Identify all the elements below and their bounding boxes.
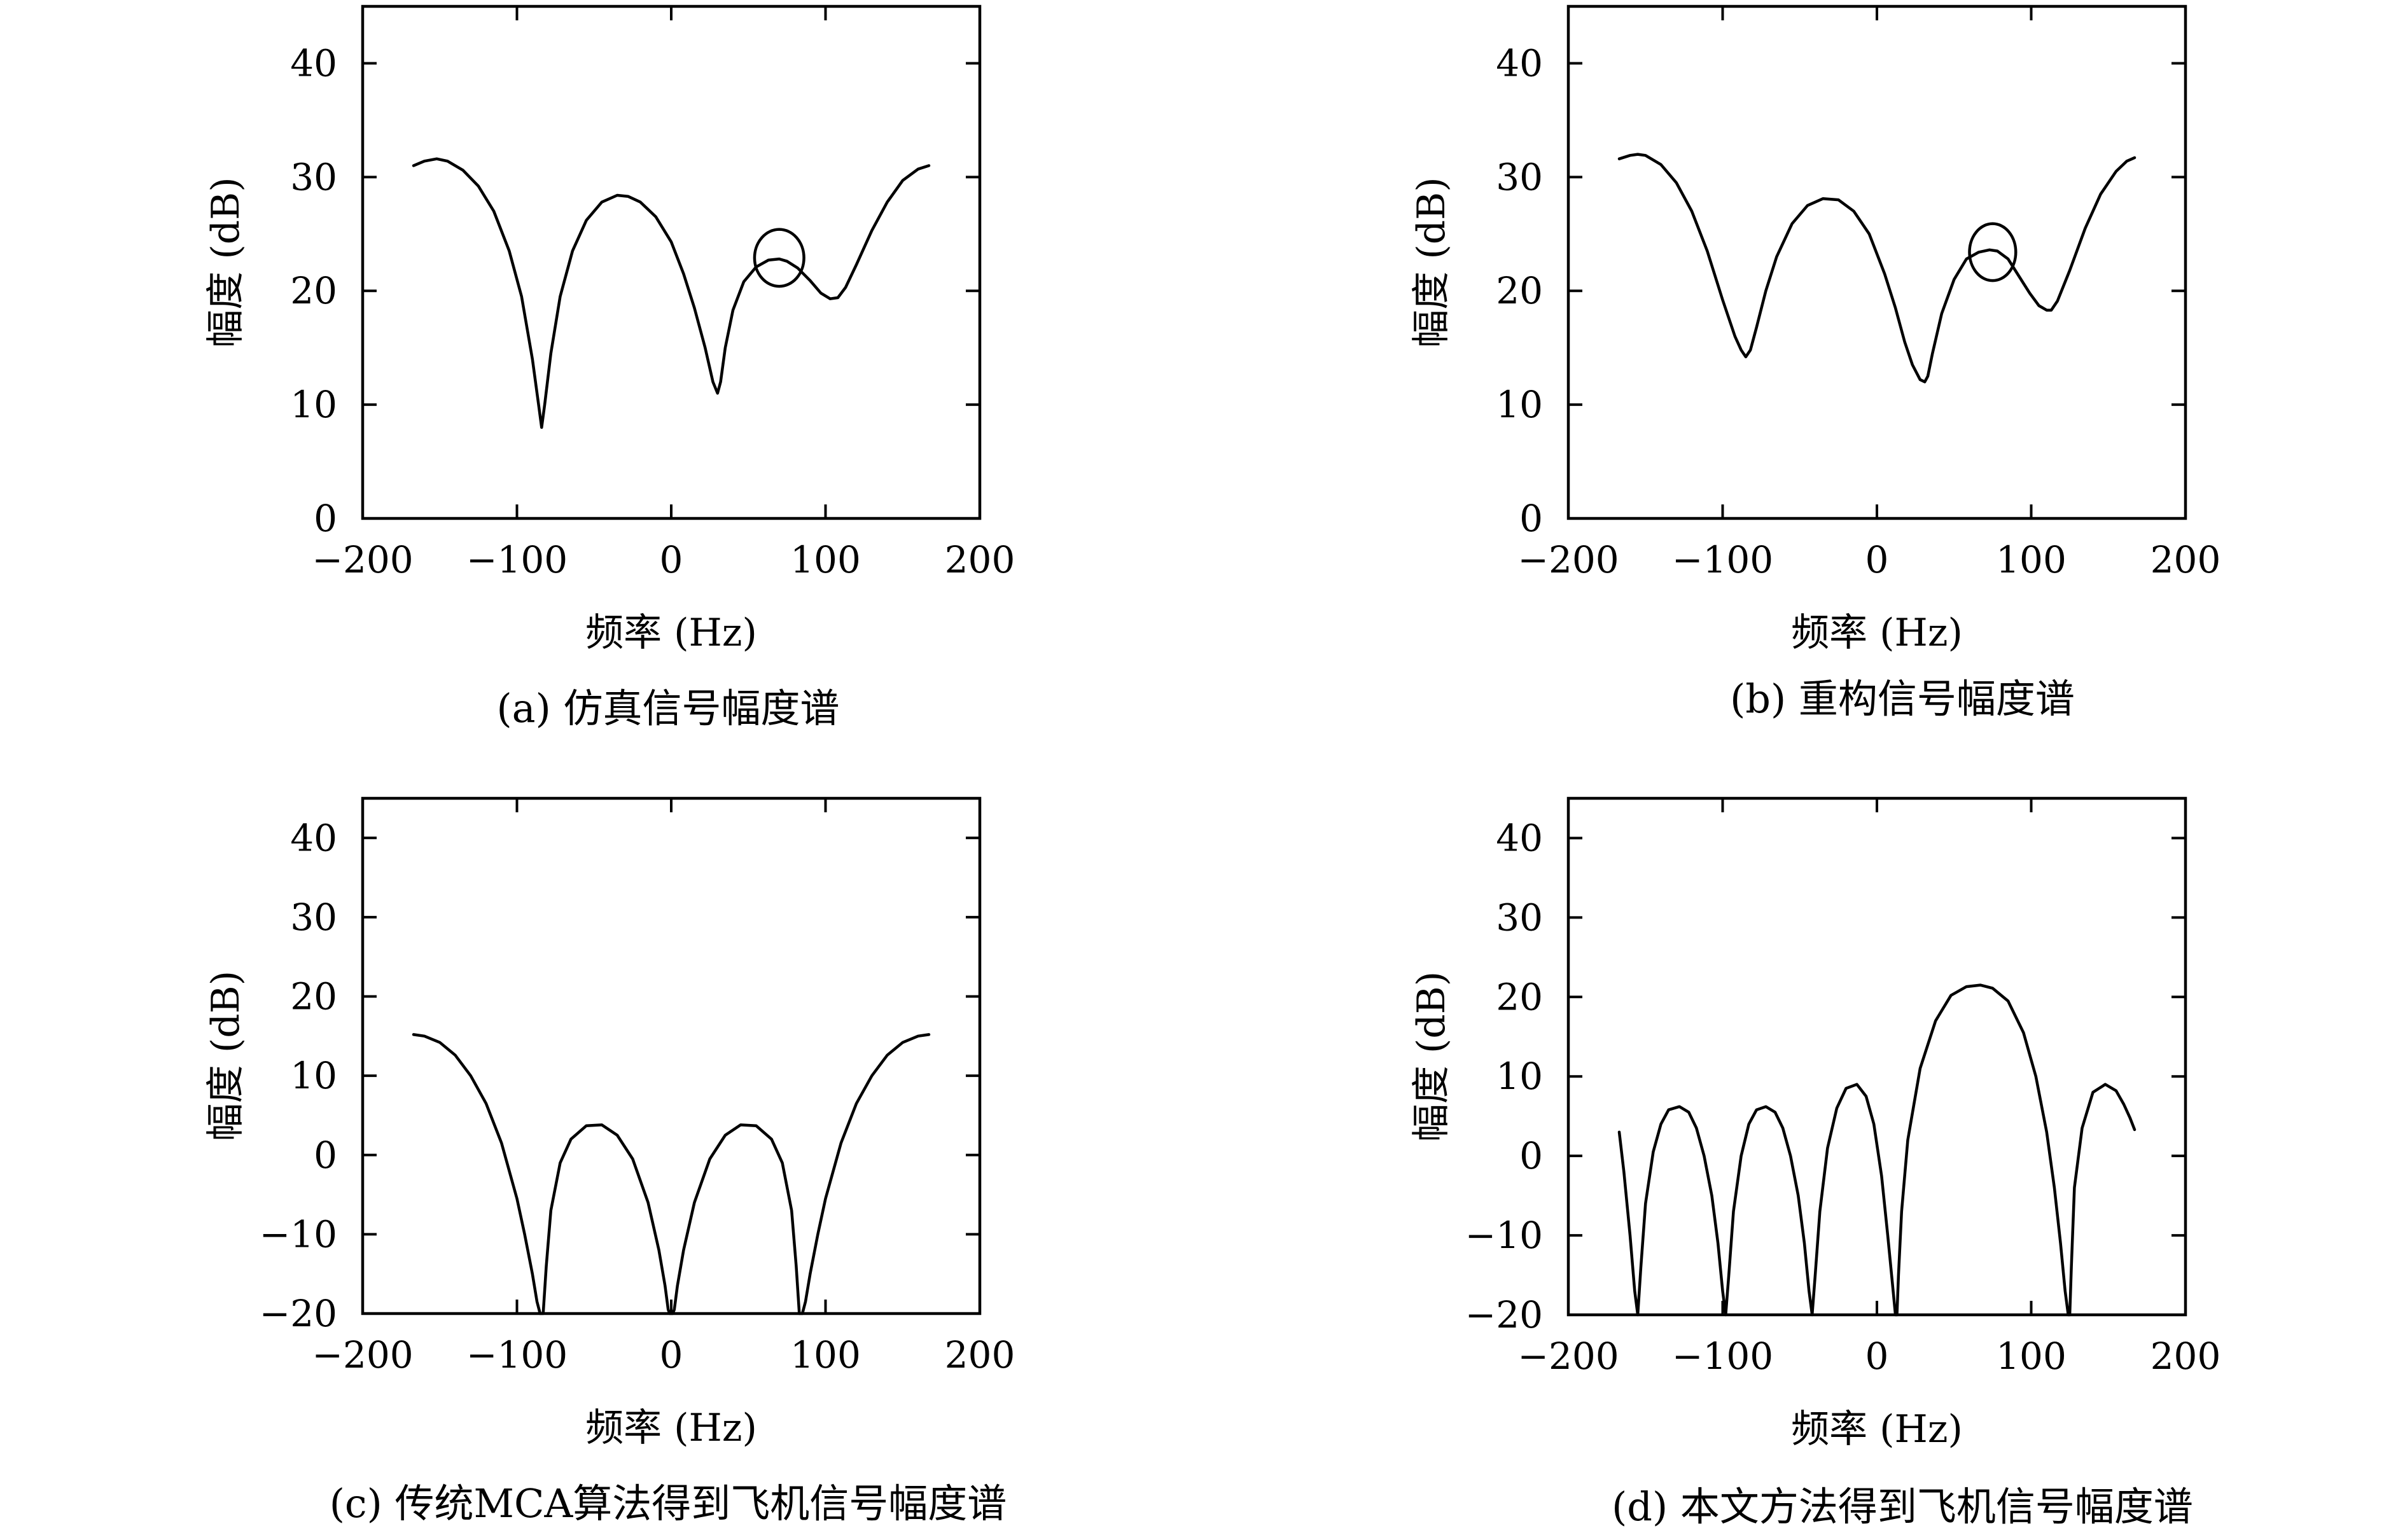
highlight-circle	[753, 228, 805, 288]
y-tick-label: 20	[1496, 269, 1543, 312]
y-tick-label: 20	[290, 269, 337, 312]
panel-caption: (b) 重构信号幅度谱	[1730, 676, 2075, 722]
y-tick-label: 10	[290, 383, 337, 426]
x-tick-label: −200	[312, 538, 413, 581]
x-tick-label: 200	[2151, 538, 2221, 581]
x-tick-label: 100	[790, 538, 861, 581]
panel-a: −200 −100 0 100 200 0 10 20 30 40 频率 (Hz) 幅度 (dB) (a…	[204, 4, 1015, 732]
y-tick-label: −10	[260, 1212, 337, 1256]
panel-caption: (a) 仿真信号幅度谱	[496, 685, 839, 732]
x-tick-label: −200	[1517, 1335, 1619, 1378]
y-tick-label: 40	[1496, 816, 1543, 859]
y-tick-label: 10	[1496, 1055, 1543, 1098]
x-tick-label: 100	[1996, 538, 2067, 581]
x-axis-label: 频率 (Hz)	[1791, 611, 1963, 655]
x-axis-label: 频率 (Hz)	[585, 611, 757, 655]
panel-b: −200 −100 0 100 200 0 10 20 30 40 频率 (Hz) 幅度 (dB) (b…	[1409, 4, 2221, 722]
series-line	[412, 157, 931, 429]
y-tick-label: 40	[290, 41, 337, 85]
y-tick-label: 30	[1496, 896, 1543, 939]
y-tick-label: 20	[1496, 975, 1543, 1018]
x-tick-label: 200	[2151, 1335, 2221, 1378]
y-axis-label: 幅度 (dB)	[1409, 177, 1454, 347]
series-line	[1617, 153, 2137, 384]
series-line	[412, 1033, 931, 1315]
y-tick-label: −20	[260, 1292, 337, 1335]
y-tick-label: −10	[1465, 1214, 1543, 1257]
x-tick-label: 0	[1865, 1335, 1889, 1378]
y-tick-label: 40	[290, 816, 337, 859]
x-tick-label: 100	[1996, 1335, 2067, 1378]
y-tick-label: 30	[290, 155, 337, 198]
y-tick-label: 20	[290, 975, 337, 1018]
y-tick-label: 0	[314, 497, 337, 540]
panel-caption: (d) 本文方法得到飞机信号幅度谱	[1612, 1483, 2193, 1530]
y-tick-label: 10	[290, 1054, 337, 1097]
y-tick-label: 10	[1496, 383, 1543, 426]
x-tick-label: 0	[660, 1333, 683, 1377]
x-tick-label: 0	[660, 538, 683, 581]
y-tick-label: 0	[1519, 1134, 1543, 1177]
x-tick-label: 100	[790, 1333, 861, 1377]
x-tick-label: 200	[945, 538, 1015, 581]
plot-frame	[1566, 796, 2187, 1317]
plot-frame	[1566, 4, 2187, 520]
highlight-circle	[1968, 222, 2018, 282]
x-tick-label: −100	[466, 1333, 568, 1377]
y-tick-label: 0	[1519, 497, 1543, 540]
y-tick-label: 40	[1496, 41, 1543, 85]
plot-frame	[361, 4, 982, 520]
x-tick-label: 0	[1865, 538, 1889, 581]
x-axis-label: 频率 (Hz)	[1791, 1407, 1963, 1452]
y-tick-label: 0	[314, 1134, 337, 1177]
series-line	[1617, 983, 2137, 1317]
panel-caption: (c) 传统MCA算法得到飞机信号幅度谱	[330, 1480, 1007, 1527]
x-tick-label: −100	[466, 538, 568, 581]
x-tick-label: −100	[1672, 1335, 1773, 1378]
y-tick-label: 30	[290, 896, 337, 939]
x-tick-label: −200	[1517, 538, 1619, 581]
y-tick-label: −20	[1465, 1293, 1543, 1336]
x-tick-label: −200	[312, 1333, 413, 1377]
y-axis-label: 幅度 (dB)	[204, 971, 248, 1141]
x-tick-label: −100	[1672, 538, 1773, 581]
y-axis-label: 幅度 (dB)	[1409, 971, 1454, 1142]
x-tick-label: 200	[945, 1333, 1015, 1377]
y-tick-label: 30	[1496, 155, 1543, 198]
x-axis-label: 频率 (Hz)	[585, 1406, 757, 1450]
y-axis-label: 幅度 (dB)	[204, 177, 248, 347]
